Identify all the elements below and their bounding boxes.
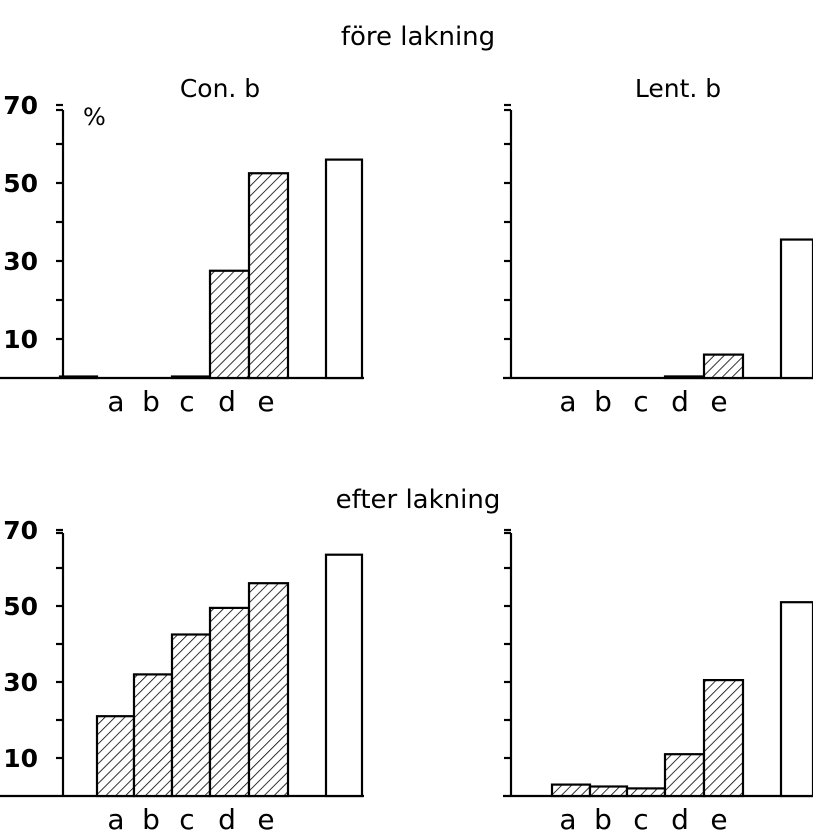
- y-tick-label: 50: [3, 592, 38, 621]
- bar-d: [663, 375, 706, 380]
- bar-total: [779, 238, 813, 380]
- y-tick-label: 30: [3, 247, 38, 276]
- panel-title: Lent. b: [635, 74, 721, 103]
- x-tick-label: e: [257, 803, 274, 834]
- bar-c: [170, 375, 212, 380]
- x-tick-label: b: [594, 385, 612, 418]
- bar-e: [247, 172, 290, 380]
- x-tick-label: d: [218, 803, 236, 834]
- chart-panel-1: 10 30 50 70 % Con. b a b c d e: [0, 74, 364, 418]
- x-tick-label: e: [710, 385, 727, 418]
- x-tick-label: e: [710, 803, 727, 834]
- bar-a: [550, 783, 592, 798]
- y-axis-unit-label: %: [83, 103, 106, 131]
- x-tick-label: b: [142, 803, 160, 834]
- x-tick-label: d: [671, 803, 689, 834]
- y-tick-label: 30: [3, 668, 38, 697]
- x-tick-label: a: [559, 385, 576, 418]
- bar-e: [247, 582, 290, 798]
- bar-b: [588, 785, 629, 798]
- x-tick-label: a: [107, 803, 124, 834]
- y-tick-label: 10: [3, 744, 38, 773]
- x-tick-label: b: [142, 385, 160, 418]
- bar-c: [625, 787, 667, 798]
- x-tick-label: e: [257, 385, 274, 418]
- bar-total: [324, 553, 364, 798]
- x-tick-label: c: [633, 803, 648, 834]
- x-tick-label: a: [107, 385, 124, 418]
- x-tick-label: d: [218, 385, 236, 418]
- bar-c: [170, 633, 212, 798]
- heading-after-leaching: efter lakning: [336, 485, 501, 515]
- heading-before-leaching: före lakning: [341, 22, 495, 52]
- y-tick-label: 70: [3, 516, 38, 545]
- bar-e: [702, 678, 745, 798]
- x-tick-label: c: [179, 803, 194, 834]
- chart-panel-3: 10 30 50 70 a b c d e: [0, 516, 364, 834]
- bar-total: [324, 158, 364, 380]
- chart-panel-2: Lent. b a b c d e: [503, 74, 813, 418]
- bar-total: [779, 601, 813, 798]
- bar-e: [702, 353, 745, 380]
- x-tick-label: d: [671, 385, 689, 418]
- x-tick-label: c: [179, 385, 194, 418]
- bar-d: [208, 269, 251, 380]
- x-tick-label: b: [594, 803, 612, 834]
- x-tick-label: a: [559, 803, 576, 834]
- panel-title: Con. b: [180, 74, 260, 103]
- y-tick-label: 70: [3, 91, 38, 120]
- bar-b: [132, 673, 174, 798]
- y-tick-label: 10: [3, 325, 38, 354]
- bar-a: [58, 375, 99, 380]
- bar-d: [208, 606, 251, 798]
- bar-d: [663, 753, 706, 798]
- bar-a: [95, 715, 136, 798]
- y-tick-label: 50: [3, 169, 38, 198]
- x-tick-label: c: [633, 385, 648, 418]
